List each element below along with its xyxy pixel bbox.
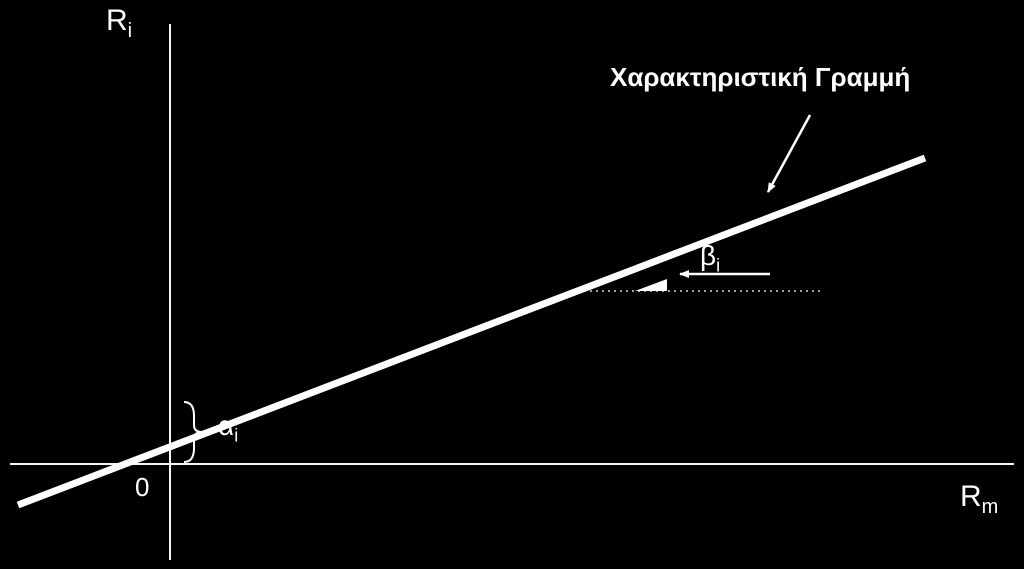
alpha-label-base: α bbox=[218, 410, 234, 441]
beta-label: βi bbox=[700, 240, 720, 277]
alpha-label: αi bbox=[218, 410, 238, 447]
beta-label-sub: i bbox=[716, 256, 720, 276]
beta-label-base: β bbox=[700, 240, 716, 271]
chart-title: Χαρακτηριστική Γραμμή bbox=[610, 62, 910, 93]
y-axis-label-sub: i bbox=[128, 20, 132, 42]
alpha-label-sub: i bbox=[234, 426, 238, 446]
characteristic-line bbox=[18, 158, 925, 505]
chart-container: Ri Rm 0 αi βi Χαρακτηριστική Γραμμή bbox=[0, 0, 1024, 569]
x-axis-label-sub: m bbox=[982, 496, 999, 518]
x-axis-label-base: R bbox=[960, 480, 982, 513]
x-axis-label: Rm bbox=[960, 480, 998, 519]
angle-marker bbox=[635, 279, 667, 291]
origin-label: 0 bbox=[135, 472, 149, 503]
y-axis-label: Ri bbox=[106, 4, 132, 43]
arrow-to-line bbox=[768, 115, 810, 192]
alpha-brace bbox=[184, 402, 202, 462]
y-axis-label-base: R bbox=[106, 4, 128, 37]
